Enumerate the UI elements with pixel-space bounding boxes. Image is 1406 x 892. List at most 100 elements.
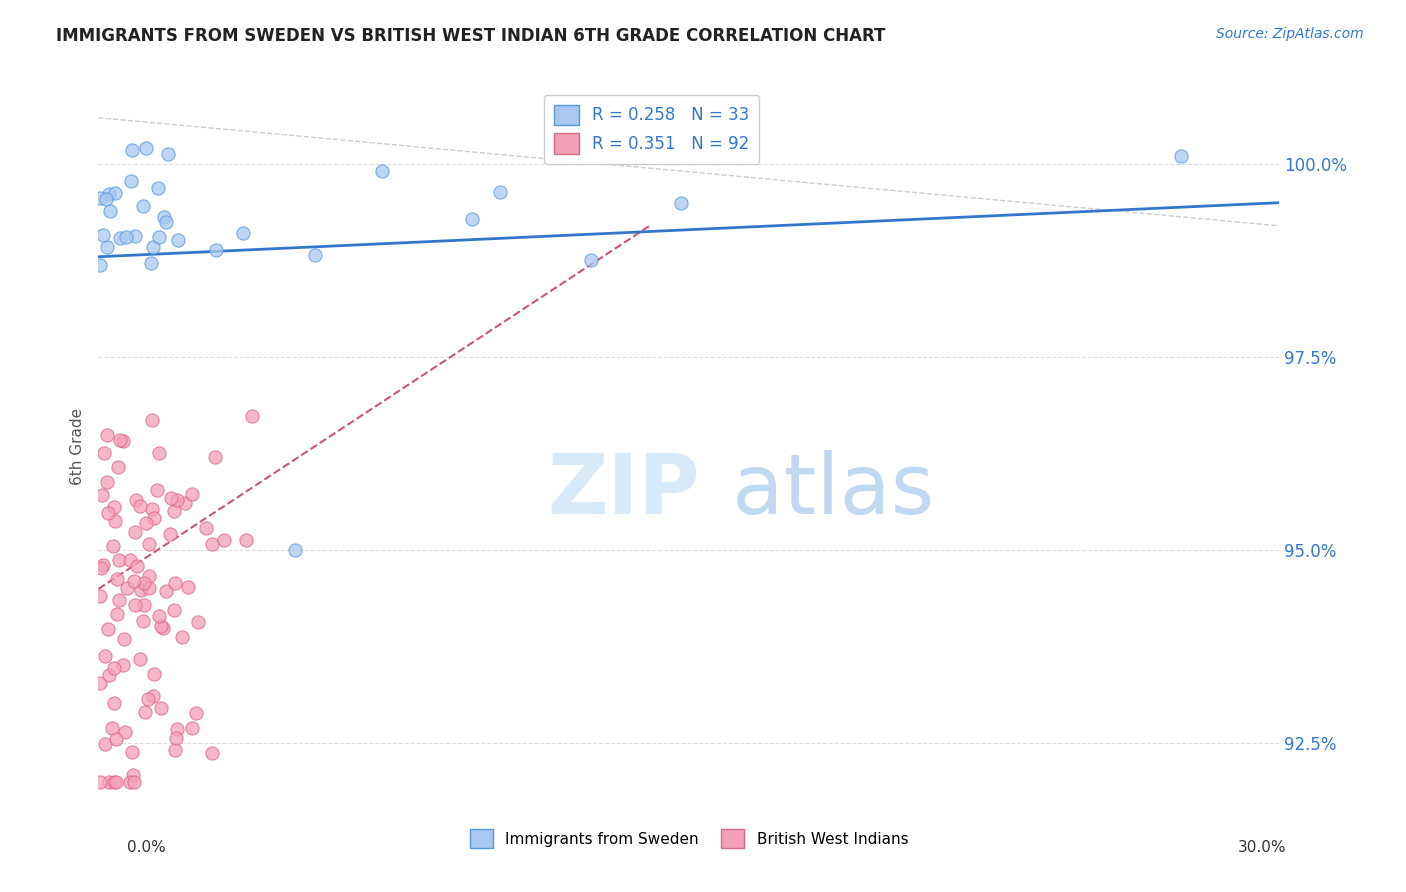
Point bbox=[97, 506, 120, 520]
Point bbox=[129, 582, 152, 597]
Text: ZIP: ZIP bbox=[547, 450, 700, 532]
Point bbox=[145, 483, 167, 497]
Point bbox=[163, 504, 186, 518]
Point bbox=[155, 584, 177, 599]
Point bbox=[108, 593, 131, 607]
Point bbox=[122, 775, 145, 789]
Point bbox=[89, 191, 111, 205]
Point bbox=[132, 614, 155, 628]
Y-axis label: 6th Grade: 6th Grade bbox=[70, 408, 86, 484]
Point bbox=[141, 256, 163, 270]
Point bbox=[132, 599, 155, 613]
Point bbox=[96, 240, 118, 254]
Point bbox=[149, 619, 172, 633]
Text: 0.0%: 0.0% bbox=[127, 840, 166, 855]
Point bbox=[105, 731, 128, 746]
Point bbox=[142, 666, 165, 681]
Point bbox=[108, 433, 131, 447]
Point bbox=[1170, 149, 1192, 163]
Point bbox=[89, 258, 111, 272]
Point bbox=[121, 143, 143, 157]
Point bbox=[93, 446, 115, 460]
Point bbox=[135, 516, 157, 530]
Point bbox=[152, 210, 174, 224]
Point bbox=[100, 203, 122, 218]
Point bbox=[165, 576, 187, 591]
Point bbox=[108, 553, 131, 567]
Point bbox=[103, 539, 125, 553]
Point bbox=[177, 580, 200, 594]
Text: IMMIGRANTS FROM SWEDEN VS BRITISH WEST INDIAN 6TH GRADE CORRELATION CHART: IMMIGRANTS FROM SWEDEN VS BRITISH WEST I… bbox=[56, 27, 886, 45]
Point bbox=[134, 705, 156, 719]
Point bbox=[120, 174, 142, 188]
Point bbox=[304, 248, 326, 262]
Point bbox=[118, 553, 141, 567]
Point bbox=[138, 581, 160, 595]
Point bbox=[159, 527, 181, 541]
Point bbox=[132, 199, 155, 213]
Point bbox=[107, 460, 129, 475]
Point bbox=[96, 475, 118, 489]
Point bbox=[91, 227, 114, 242]
Point bbox=[165, 731, 187, 745]
Point bbox=[204, 450, 226, 464]
Point bbox=[103, 661, 125, 675]
Point bbox=[125, 559, 148, 574]
Point bbox=[232, 226, 254, 240]
Legend: Immigrants from Sweden, British West Indians: Immigrants from Sweden, British West Ind… bbox=[464, 823, 914, 855]
Point bbox=[166, 723, 188, 737]
Point bbox=[118, 775, 141, 789]
Point bbox=[104, 186, 127, 200]
Point bbox=[141, 502, 163, 516]
Point bbox=[142, 690, 165, 704]
Point bbox=[201, 746, 224, 760]
Point bbox=[122, 574, 145, 589]
Point bbox=[103, 775, 125, 789]
Point bbox=[134, 576, 156, 591]
Point bbox=[141, 413, 163, 427]
Point bbox=[91, 558, 114, 572]
Point bbox=[104, 775, 127, 789]
Point bbox=[187, 615, 209, 629]
Point bbox=[284, 543, 307, 558]
Point bbox=[115, 230, 138, 244]
Point bbox=[136, 691, 159, 706]
Point bbox=[163, 603, 186, 617]
Point bbox=[90, 561, 112, 575]
Point bbox=[97, 622, 120, 636]
Point bbox=[129, 652, 152, 666]
Point bbox=[142, 240, 165, 254]
Point bbox=[103, 696, 125, 710]
Point bbox=[89, 590, 111, 604]
Point bbox=[124, 598, 146, 612]
Point bbox=[174, 496, 197, 510]
Point bbox=[371, 164, 394, 178]
Point bbox=[104, 514, 127, 528]
Point bbox=[146, 181, 169, 195]
Point bbox=[138, 569, 160, 583]
Point bbox=[96, 427, 118, 442]
Point bbox=[205, 243, 228, 257]
Point bbox=[157, 147, 180, 161]
Point bbox=[135, 141, 157, 155]
Point bbox=[124, 525, 146, 540]
Point bbox=[94, 737, 117, 751]
Point bbox=[97, 187, 120, 202]
Point bbox=[97, 668, 120, 682]
Point bbox=[143, 511, 166, 525]
Point bbox=[105, 607, 128, 621]
Point bbox=[195, 521, 218, 535]
Point bbox=[111, 434, 134, 449]
Text: Source: ZipAtlas.com: Source: ZipAtlas.com bbox=[1216, 27, 1364, 41]
Point bbox=[170, 630, 193, 644]
Point bbox=[159, 491, 181, 506]
Point bbox=[107, 572, 129, 586]
Point bbox=[124, 229, 146, 244]
Point bbox=[669, 195, 692, 210]
Point bbox=[214, 533, 236, 548]
Point bbox=[91, 488, 114, 502]
Point bbox=[121, 745, 143, 759]
Point bbox=[122, 768, 145, 782]
Point bbox=[89, 775, 111, 789]
Point bbox=[155, 215, 177, 229]
